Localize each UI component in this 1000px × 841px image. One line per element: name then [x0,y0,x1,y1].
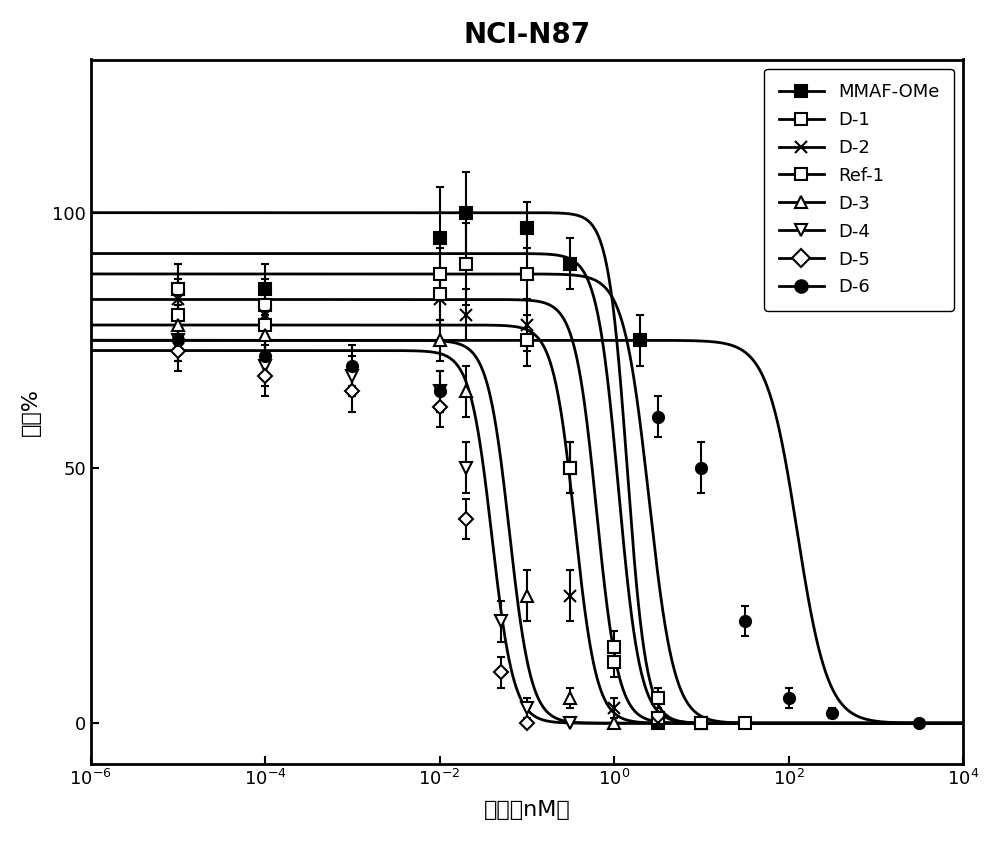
Y-axis label: 活力%: 活力% [21,388,41,436]
Title: NCI-N87: NCI-N87 [463,21,590,49]
X-axis label: 浓度（nM）: 浓度（nM） [483,800,570,820]
Legend: MMAF-OMe, D-1, D-2, Ref-1, D-3, D-4, D-5, D-6: MMAF-OMe, D-1, D-2, Ref-1, D-3, D-4, D-5… [764,68,954,311]
